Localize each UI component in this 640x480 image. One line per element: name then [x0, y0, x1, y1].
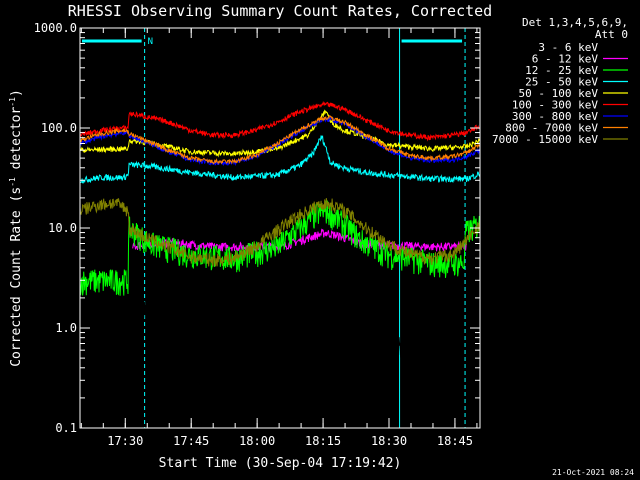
y-tick-label: 0.1 [55, 421, 77, 435]
x-tick-label: 17:30 [107, 434, 143, 448]
y-tick-label: 1.0 [55, 321, 77, 335]
y-axis-label: Corrected Count Rate (s-1 detector-1) [8, 89, 24, 367]
y-tick-label: 1000.0 [34, 21, 77, 35]
series-0-line [123, 267, 432, 429]
axes: 1000.0 100.0 10.0 1.0 0.1 17:30 17:45 18:00 18:1… [34, 21, 480, 448]
legend-label: 6 - 12 keV [532, 53, 599, 66]
series-3-line [79, 135, 481, 184]
detectors-label: Det 1,3,4,5,6,9, [522, 16, 628, 29]
attenuator-label: Att 0 [595, 28, 628, 41]
legend-label: 7000 - 15000 keV [492, 133, 598, 146]
series-5-line [79, 100, 480, 142]
chart-title: RHESSI Observing Summary Count Rates, Co… [68, 2, 492, 20]
series-7-line [79, 114, 481, 165]
night-flag: N [148, 37, 153, 47]
series-1-line [132, 228, 468, 253]
x-axis-label: Start Time (30-Sep-04 17:19:42) [159, 456, 402, 471]
legend-label: 12 - 25 keV [525, 64, 598, 77]
legend-label: 3 - 6 keV [538, 41, 598, 54]
legend-label: 25 - 50 keV [525, 76, 598, 89]
legend-label: 300 - 800 keV [512, 110, 598, 123]
night-bars: N [82, 28, 466, 428]
x-tick-label: 17:45 [173, 434, 209, 448]
x-tick-label: 18:30 [371, 434, 407, 448]
x-tick-label: 18:45 [437, 434, 473, 448]
legend-label: 100 - 300 keV [512, 99, 598, 112]
y-tick-label: 10.0 [48, 221, 77, 235]
x-tick-label: 18:00 [239, 434, 275, 448]
footer-date: 21-Oct-2021 08:24 [552, 468, 634, 477]
series-8-line [79, 198, 481, 267]
series-6-line [79, 116, 481, 167]
y-tick-label: 100.0 [41, 121, 77, 135]
x-tick-label: 18:15 [305, 434, 341, 448]
series-lines [79, 100, 481, 429]
legend-label: 50 - 100 keV [519, 87, 599, 100]
legend-label: 800 - 7000 keV [505, 122, 598, 135]
